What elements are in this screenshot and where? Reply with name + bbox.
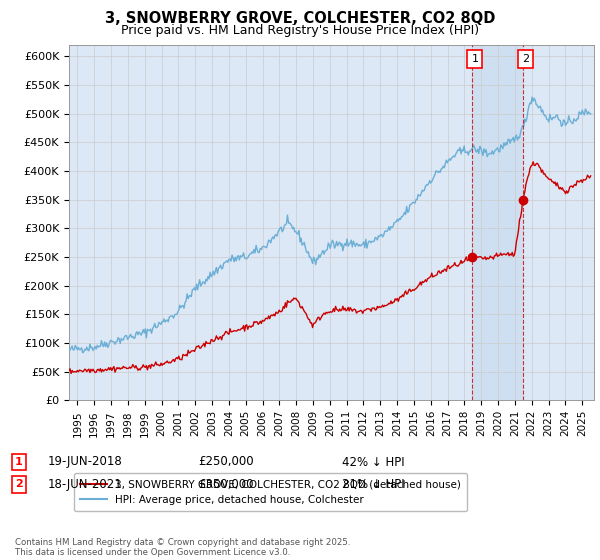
Text: 1: 1 — [472, 54, 478, 64]
Text: 1: 1 — [15, 457, 23, 467]
Text: 3, SNOWBERRY GROVE, COLCHESTER, CO2 8QD: 3, SNOWBERRY GROVE, COLCHESTER, CO2 8QD — [105, 11, 495, 26]
Text: 2: 2 — [15, 479, 23, 489]
Bar — [472, 45, 523, 400]
Text: 2: 2 — [522, 54, 529, 64]
Text: £250,000: £250,000 — [198, 455, 254, 469]
Text: 18-JUN-2021: 18-JUN-2021 — [48, 478, 123, 491]
Text: 21% ↓ HPI: 21% ↓ HPI — [342, 478, 404, 491]
Text: 19-JUN-2018: 19-JUN-2018 — [48, 455, 123, 469]
Legend: 3, SNOWBERRY GROVE, COLCHESTER, CO2 8QD (detached house), HPI: Average price, de: 3, SNOWBERRY GROVE, COLCHESTER, CO2 8QD … — [74, 473, 467, 511]
Text: Price paid vs. HM Land Registry's House Price Index (HPI): Price paid vs. HM Land Registry's House … — [121, 24, 479, 36]
Text: 42% ↓ HPI: 42% ↓ HPI — [342, 455, 404, 469]
Text: Contains HM Land Registry data © Crown copyright and database right 2025.
This d: Contains HM Land Registry data © Crown c… — [15, 538, 350, 557]
Text: £350,000: £350,000 — [198, 478, 254, 491]
